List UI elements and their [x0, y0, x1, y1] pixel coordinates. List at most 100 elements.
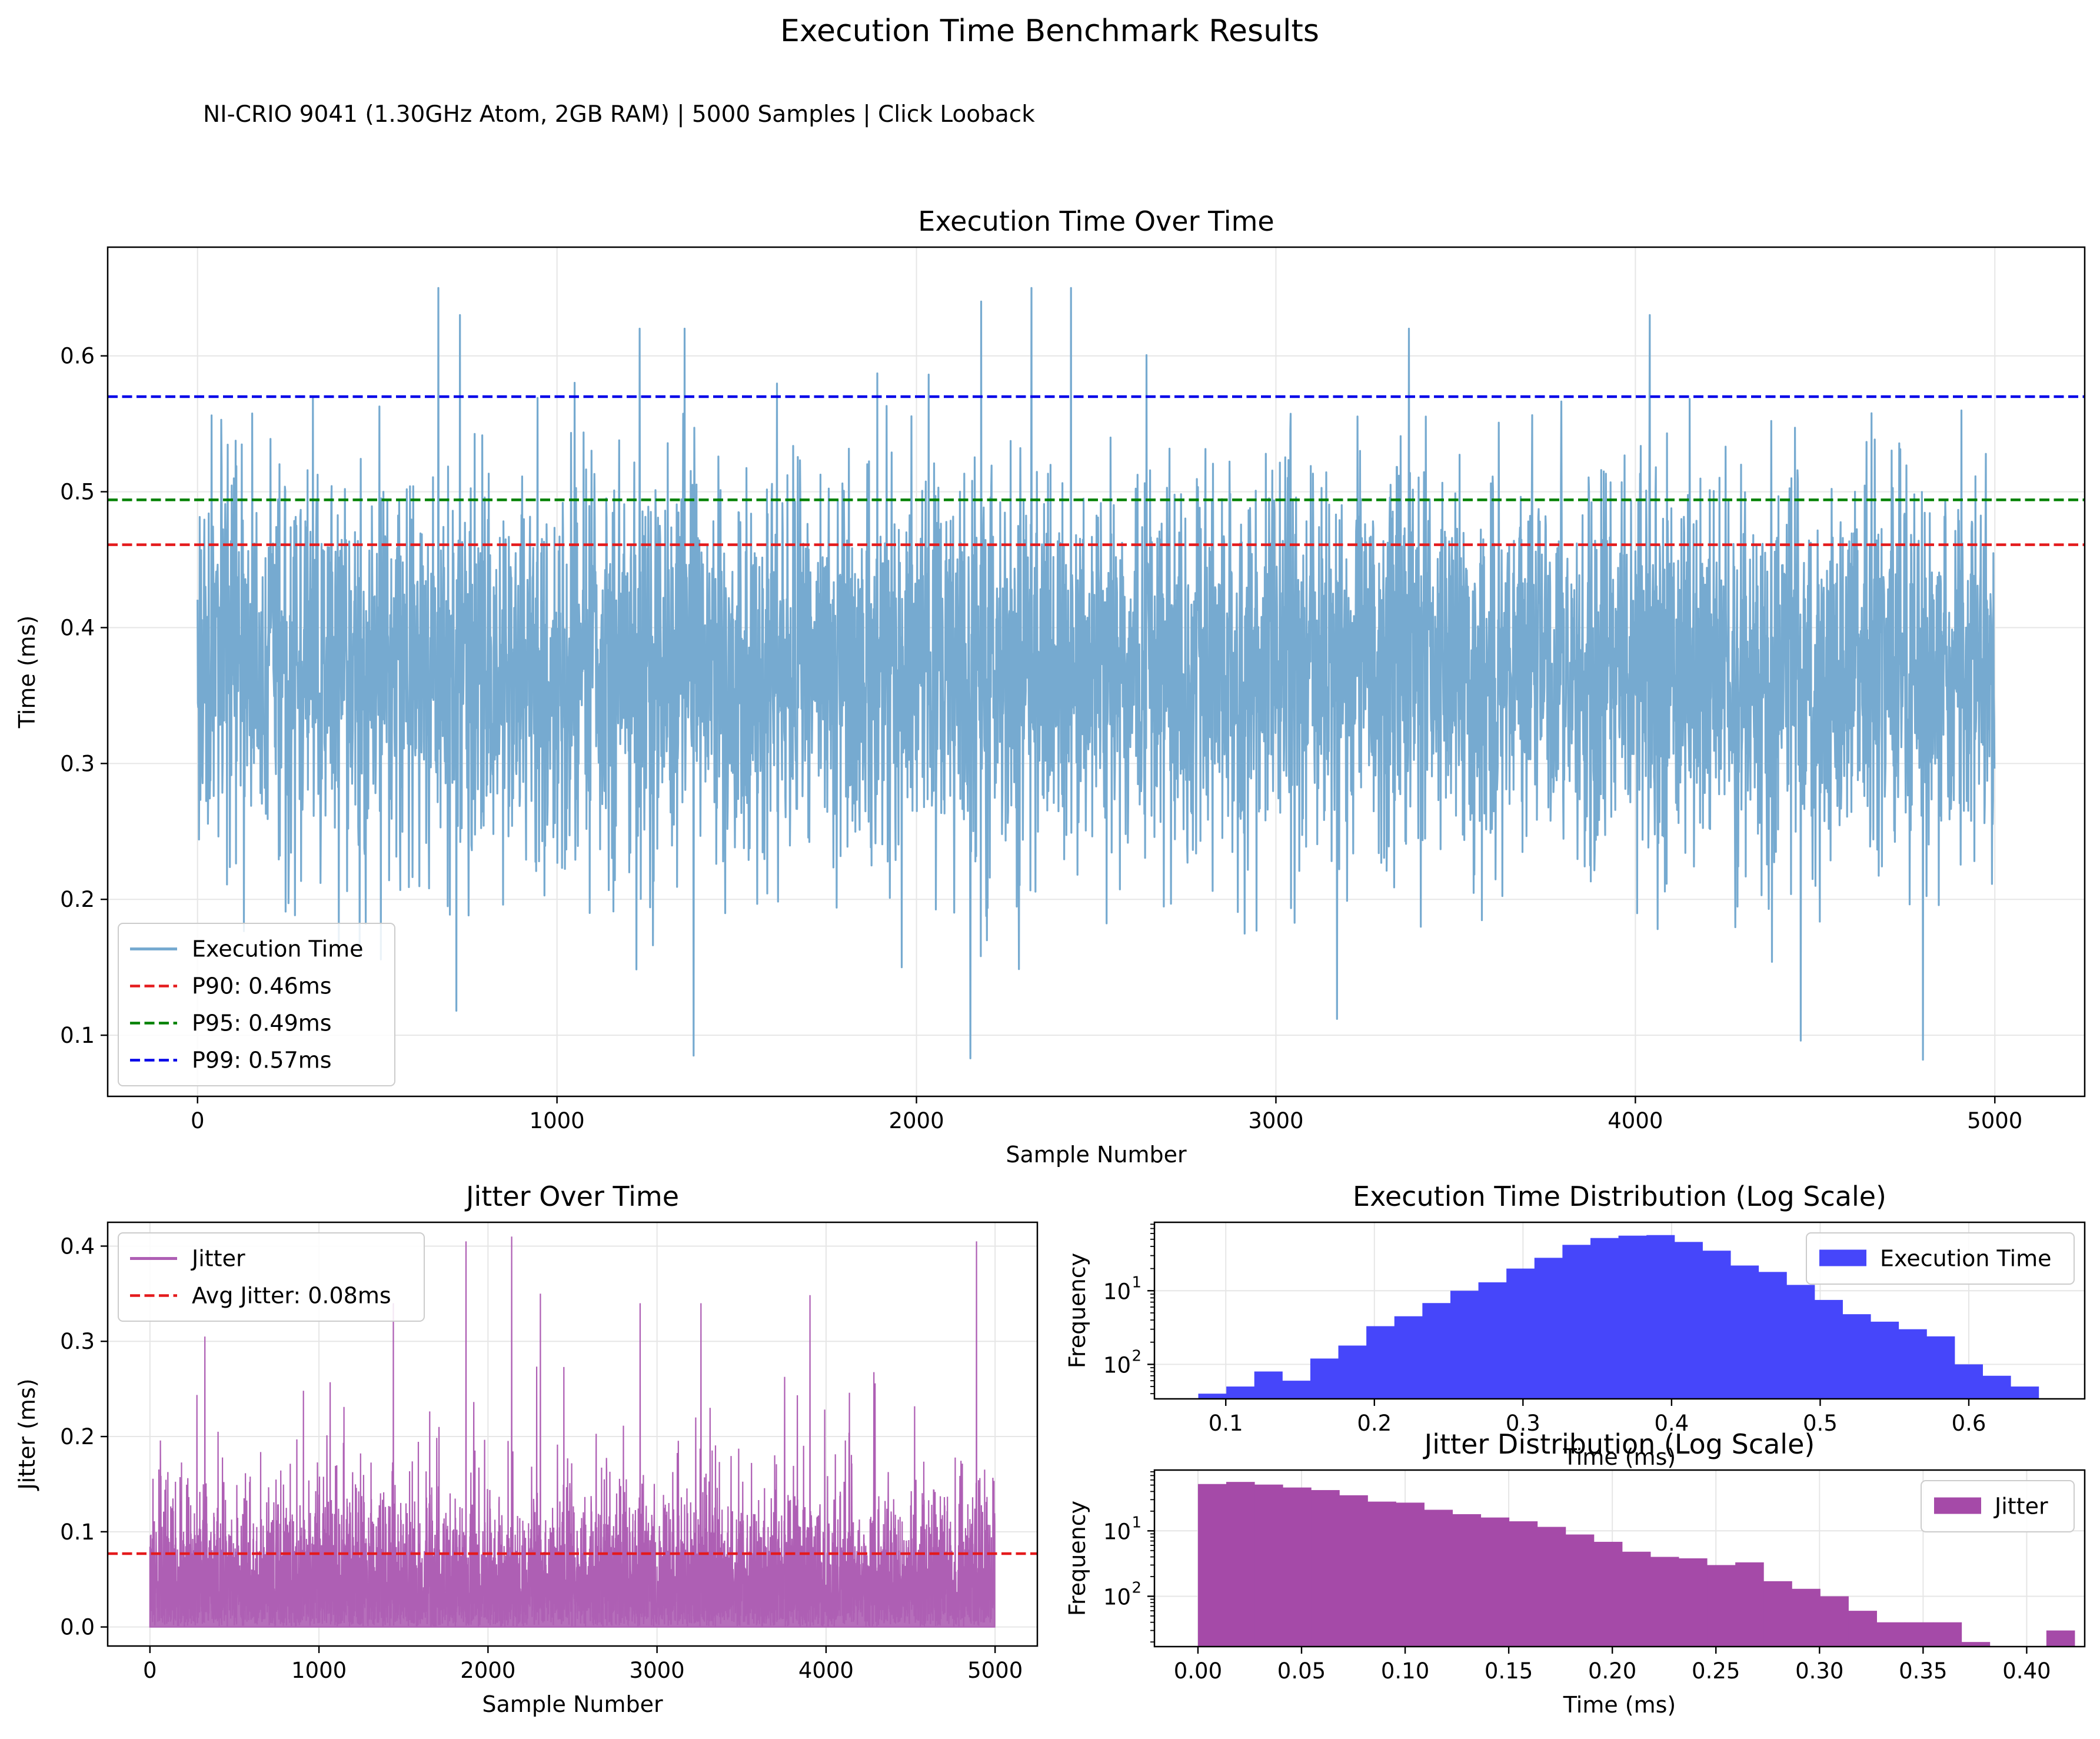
- gridlines: [108, 247, 2085, 1096]
- x-tick-label: 5000: [1967, 1108, 2022, 1133]
- y-tick-exponent: 2: [1131, 1579, 1141, 1597]
- y-axis-label: Jitter (ms): [14, 1378, 40, 1491]
- legend-label: Avg Jitter: 0.08ms: [192, 1283, 391, 1309]
- axes-frame: [107, 246, 2086, 1098]
- histogram-bar: [1366, 1326, 1395, 1399]
- histogram-bar: [1534, 1258, 1563, 1399]
- histogram-bar: [1792, 1588, 1821, 1647]
- x-tick-label: 0.05: [1277, 1658, 1326, 1684]
- histogram-bar: [1422, 1303, 1451, 1399]
- chart-jitter: 0 1000 2000 3000 4000 5000 0.0 0.1 0.2 0.3 0.4 Jitt…: [14, 1181, 1039, 1717]
- histogram-bar: [1509, 1521, 1538, 1647]
- legend-box: [1806, 1232, 2075, 1285]
- histogram-bar: [1622, 1551, 1651, 1647]
- x-tick-label: 0.3: [1506, 1411, 1540, 1436]
- x-tick-label: 0.40: [2002, 1658, 2051, 1684]
- y-tick-label: 10: [1103, 1279, 1131, 1304]
- series-jitter-line: [149, 1236, 996, 1628]
- histogram-bar: [1674, 1242, 1703, 1399]
- y-tick-label: 0.0: [60, 1615, 95, 1640]
- x-tick-label: 0.35: [1899, 1658, 1947, 1684]
- x-tick-label: 1000: [291, 1658, 347, 1683]
- legend-box: [118, 1232, 425, 1322]
- legend: Execution Time P90: 0.46ms P95: 0.49ms P99:…: [118, 923, 395, 1086]
- histogram-bar: [1763, 1581, 1792, 1647]
- histogram-bar: [2046, 1630, 2075, 1647]
- histogram-bar: [1424, 1509, 1453, 1647]
- histogram-bar: [1197, 1484, 1227, 1647]
- axes-frame: [107, 1221, 1039, 1647]
- x-tick-label: 0: [191, 1108, 205, 1133]
- legend-label: Jitter: [1993, 1494, 2048, 1519]
- y-tick-label: 0.3: [60, 751, 95, 776]
- x-tick-label: 0.1: [1209, 1411, 1243, 1436]
- histogram-bar: [1961, 1642, 1991, 1647]
- histogram-bar: [1282, 1381, 1311, 1399]
- histogram-bar: [1310, 1358, 1339, 1399]
- chart-exec: 0 1000 2000 3000 4000 5000 0.1 0.2 0.3 0.4 0.5 0.6 E…: [14, 205, 2086, 1168]
- x-tick-label: 0.25: [1692, 1658, 1740, 1684]
- histogram-bar: [1450, 1291, 1479, 1399]
- histogram-bar: [1871, 1321, 1899, 1399]
- histogram-bar: [1394, 1316, 1423, 1399]
- x-tick-label: 3000: [630, 1658, 685, 1683]
- x-tick-label: 0.15: [1485, 1658, 1533, 1684]
- histogram-bar: [1283, 1487, 1312, 1647]
- histogram-bar: [1562, 1245, 1591, 1399]
- x-tick-label: 2000: [460, 1658, 515, 1683]
- histogram-bar: [1758, 1272, 1787, 1399]
- histogram-bar: [1338, 1345, 1367, 1399]
- histogram-bar: [1814, 1299, 1843, 1399]
- y-tick-label: 0.2: [60, 887, 95, 912]
- x-tick-label: 5000: [967, 1658, 1023, 1683]
- y-axis-label: Time (ms): [14, 616, 40, 729]
- legend-box: [1921, 1480, 2075, 1532]
- y-tick-label: 0.4: [60, 1233, 95, 1259]
- plot-content: [1197, 1482, 2075, 1647]
- histogram-bar: [1702, 1251, 1731, 1399]
- histogram-bar: [1452, 1514, 1482, 1647]
- y-tick-label: 10: [1103, 1584, 1131, 1610]
- legend-label: Execution Time: [1880, 1246, 2052, 1272]
- axes-frame: [1153, 1221, 2086, 1400]
- y-tick-label: 0.6: [60, 344, 95, 369]
- histogram-bar: [1565, 1534, 1595, 1647]
- histogram-bar: [1506, 1268, 1535, 1399]
- histogram-bar: [1730, 1265, 1759, 1399]
- y-tick-label: 10: [1103, 1519, 1131, 1544]
- chart-title: Execution Time Distribution (Log Scale): [1353, 1181, 1886, 1212]
- y-axis-label: Frequency: [1064, 1501, 1090, 1616]
- histogram-bar: [1982, 1375, 2011, 1399]
- legend-label: Execution Time: [192, 936, 364, 962]
- y-tick-label: 0.4: [60, 615, 95, 640]
- histogram-bar: [1876, 1622, 1906, 1647]
- histogram-bar: [1226, 1482, 1255, 1647]
- legend-box: [118, 923, 395, 1086]
- histogram-bar: [1898, 1329, 1927, 1399]
- legend: Jitter: [1921, 1480, 2075, 1532]
- legend: Jitter Avg Jitter: 0.08ms: [118, 1232, 425, 1322]
- y-tick-label: 0.5: [60, 480, 95, 505]
- y-tick-label: 0.2: [60, 1424, 95, 1449]
- y-tick-label: 10: [1103, 1352, 1131, 1378]
- histogram-bar: [1480, 1517, 1510, 1647]
- x-tick-label: 0.30: [1795, 1658, 1843, 1684]
- histogram-bar: [1707, 1565, 1736, 1647]
- x-axis-label: Sample Number: [482, 1691, 663, 1717]
- x-tick-label: 4000: [798, 1658, 854, 1683]
- plot-content: [108, 1236, 1037, 1628]
- histogram-bar: [1367, 1501, 1396, 1647]
- legend-label: P90: 0.46ms: [192, 973, 332, 999]
- histogram-bar: [1590, 1238, 1619, 1399]
- x-tick-label: 0.4: [1654, 1411, 1689, 1436]
- x-axis-label: Sample Number: [1006, 1142, 1187, 1168]
- legend-label: Jitter: [191, 1246, 245, 1272]
- legend-swatch: [1934, 1497, 1981, 1514]
- histogram-bar: [1650, 1557, 1679, 1647]
- y-axis-label: Frequency: [1064, 1253, 1090, 1368]
- x-tick-label: 0.2: [1357, 1411, 1392, 1436]
- x-tick-label: 0.6: [1952, 1411, 1986, 1436]
